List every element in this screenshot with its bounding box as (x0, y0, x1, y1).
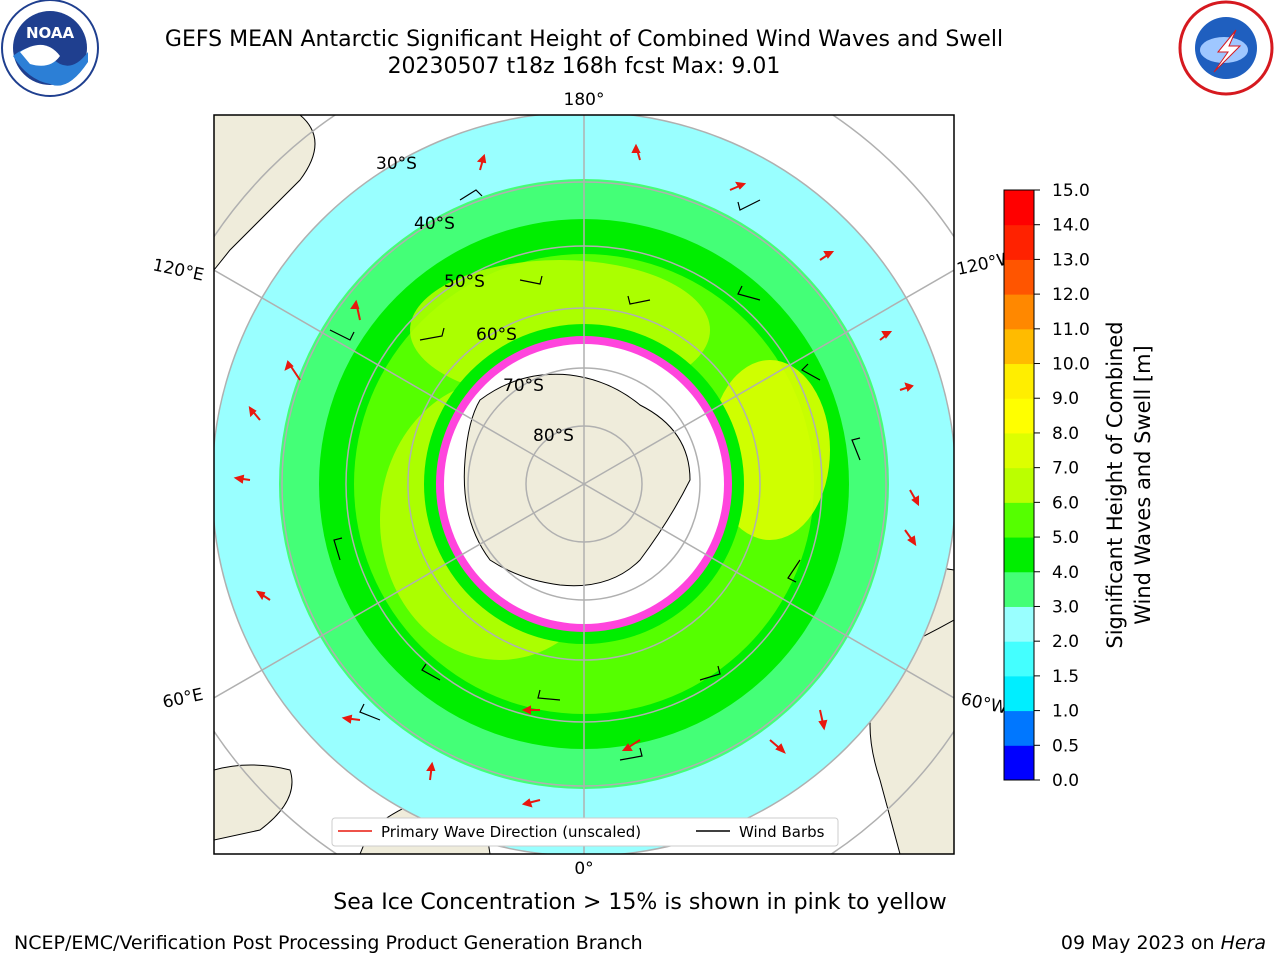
lon-label-right-lower: 60°W (959, 689, 1009, 718)
colorbar-segment (1004, 190, 1034, 226)
footer-date-text: 09 May 2023 on (1060, 932, 1221, 954)
footer-date: 09 May 2023 on Hera (1061, 932, 1266, 954)
map-subtitle: 20230507 t18z 168h fcst Max: 9.01 (387, 54, 781, 79)
lon-label-left-lower: 60°E (161, 685, 205, 713)
colorbar-tick-label: 12.0 (1052, 285, 1090, 305)
colorbar-tick-label: 10.0 (1052, 355, 1090, 375)
colorbar-tick-label: 13.0 (1052, 250, 1090, 270)
colorbar-tick-label: 9.0 (1052, 389, 1079, 409)
nws-logo (1178, 0, 1274, 96)
map-frame (213, 114, 955, 855)
map-title: GEFS MEAN Antarctic Significant Height o… (164, 27, 1004, 52)
wave-direction-legend-label: Primary Wave Direction (unscaled) (381, 823, 641, 841)
colorbar-frame (1003, 189, 1035, 781)
colorbar-tick-label: 5.0 (1052, 528, 1079, 548)
colorbar-tick-label: 1.0 (1052, 702, 1079, 722)
colorbar-segment (1004, 745, 1034, 781)
colorbar-segment (1004, 675, 1034, 712)
noaa-logo: NOAA (1, 0, 99, 97)
colorbar-segment (1004, 432, 1034, 469)
lon-label-bottom: 0° (574, 859, 593, 879)
colorbar-segment (1004, 363, 1034, 399)
colorbar-tick-label: 3.0 (1052, 597, 1079, 617)
lon-label-top: 180° (564, 90, 605, 110)
colorbar-label-line2: Wind Waves and Swell [m] (1131, 345, 1155, 625)
colorbar-segment (1004, 328, 1034, 365)
colorbar-segment (1004, 467, 1034, 503)
lat-label-80s: 80°S (533, 426, 574, 446)
map-legend: Primary Wave Direction (unscaled) Wind B… (331, 817, 839, 847)
colorbar-tick-label: 7.0 (1052, 459, 1079, 479)
lon-label-left-upper: 120°E (151, 255, 206, 285)
colorbar-segment (1004, 502, 1034, 538)
lat-label-60s: 60°S (476, 325, 517, 345)
colorbar-segment (1004, 537, 1034, 573)
wind-barbs-legend-label: Wind Barbs (739, 823, 825, 841)
colorbar: 0.0 0.5 1.0 1.5 2.0 3.0 4.0 5.0 6.0 7.0 8.0 9.0 10.0… (1003, 181, 1090, 791)
colorbar-tick-label: 14.0 (1052, 216, 1090, 236)
colorbar-tick-label: 11.0 (1052, 320, 1090, 340)
colorbar-segment (1004, 259, 1034, 295)
colorbar-segment (1004, 224, 1034, 260)
colorbar-segment (1004, 710, 1034, 746)
colorbar-tick-label: 0.0 (1052, 771, 1079, 791)
colorbar-tick-label: 15.0 (1052, 181, 1090, 201)
footer-credit: NCEP/EMC/Verification Post Processing Pr… (14, 932, 643, 954)
colorbar-tick-label: 0.5 (1052, 736, 1079, 756)
wave-direction-arrows (233, 143, 919, 808)
colorbar-label-line1: Significant Height of Combined (1103, 321, 1127, 648)
colorbar-segment (1004, 606, 1034, 642)
colorbar-tick-label: 8.0 (1052, 424, 1079, 444)
lat-label-50s: 50°S (444, 272, 485, 292)
lat-label-70s: 70°S (503, 376, 544, 396)
wind-barbs (329, 189, 861, 761)
colorbar-tick-label: 1.5 (1052, 667, 1079, 687)
colorbar-tick-label: 6.0 (1052, 493, 1079, 513)
colorbar-tick-label: 2.0 (1052, 632, 1079, 652)
lat-label-40s: 40°S (414, 214, 455, 234)
map-area: Primary Wave Direction (unscaled) Wind B… (214, 115, 954, 854)
noaa-logo-text: NOAA (26, 24, 75, 42)
colorbar-segment (1004, 571, 1034, 607)
colorbar-segment (1004, 294, 1034, 330)
colorbar-segment (1004, 398, 1034, 434)
colorbar-tick-label: 4.0 (1052, 563, 1079, 583)
colorbar-segment (1004, 641, 1034, 677)
lat-label-30s: 30°S (376, 154, 417, 174)
footer-host: Hera (1220, 932, 1266, 954)
sea-ice-note: Sea Ice Concentration > 15% is shown in … (333, 890, 947, 915)
